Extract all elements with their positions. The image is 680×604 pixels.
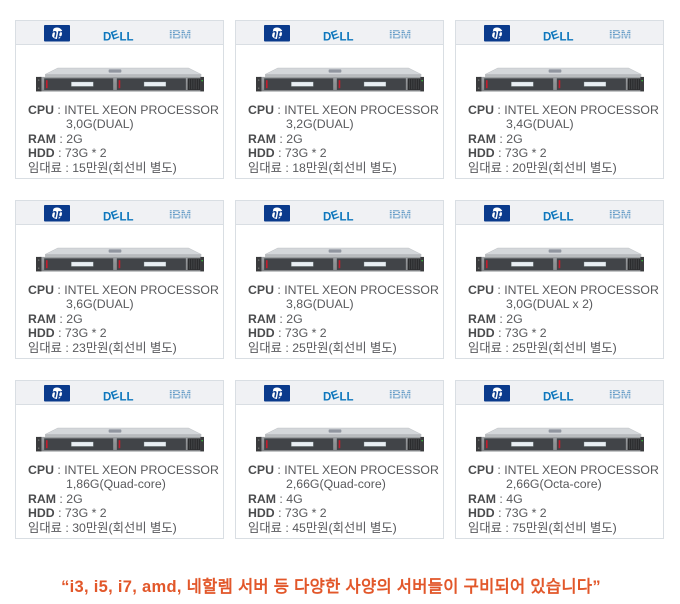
svg-text:LL: LL: [120, 391, 134, 401]
svg-text:hp: hp: [270, 208, 284, 220]
svg-text:hp: hp: [490, 208, 504, 220]
svg-text:LL: LL: [340, 211, 354, 221]
svg-text:IBM: IBM: [609, 208, 631, 221]
svg-text:hp: hp: [490, 28, 504, 40]
svg-text:LL: LL: [120, 211, 134, 221]
svg-text:LL: LL: [340, 391, 354, 401]
svg-text:LL: LL: [560, 391, 574, 401]
svg-text:IBM: IBM: [169, 28, 191, 41]
svg-text:LL: LL: [560, 211, 574, 221]
svg-text:hp: hp: [490, 388, 504, 400]
svg-text:hp: hp: [50, 208, 64, 220]
svg-text:LL: LL: [120, 31, 134, 41]
svg-text:hp: hp: [270, 388, 284, 400]
svg-text:IBM: IBM: [609, 28, 631, 41]
svg-text:IBM: IBM: [389, 208, 411, 221]
svg-text:IBM: IBM: [169, 388, 191, 401]
svg-text:IBM: IBM: [169, 208, 191, 221]
svg-text:hp: hp: [270, 28, 284, 40]
svg-text:LL: LL: [560, 31, 574, 41]
svg-text:IBM: IBM: [389, 28, 411, 41]
svg-text:IBM: IBM: [389, 388, 411, 401]
svg-text:hp: hp: [50, 388, 64, 400]
svg-text:IBM: IBM: [609, 388, 631, 401]
svg-text:hp: hp: [50, 28, 64, 40]
svg-text:LL: LL: [340, 31, 354, 41]
